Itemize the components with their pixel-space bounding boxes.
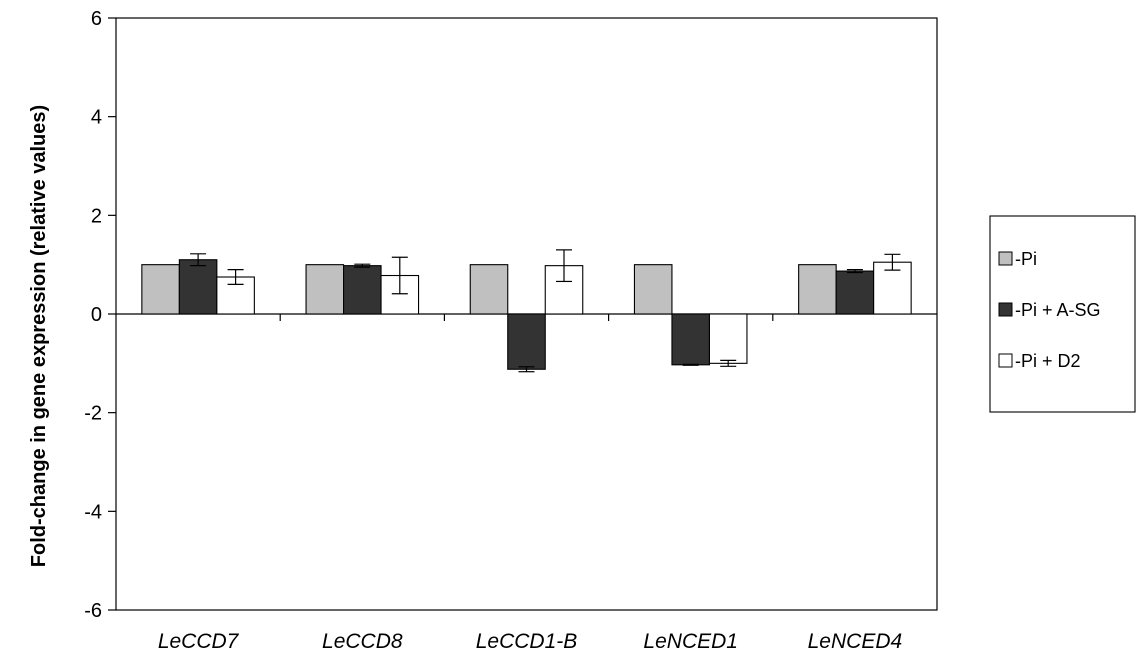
- legend-swatch: [998, 251, 1013, 266]
- y-tick-label: -2: [84, 403, 102, 425]
- bar: [633, 264, 673, 315]
- y-tick-label: 6: [91, 8, 102, 30]
- bar: [873, 261, 912, 315]
- y-tick-label: 4: [91, 107, 102, 129]
- x-category-label: LeNCED4: [808, 630, 903, 653]
- y-tick-label: 2: [91, 205, 102, 227]
- legend: -Pi -Pi + A-SG -Pi + D2: [989, 215, 1136, 413]
- legend-label: -Pi + A-SG: [1015, 300, 1101, 320]
- legend-label: -Pi + D2: [1015, 351, 1081, 371]
- legend-swatch: [998, 353, 1013, 368]
- bar: [178, 259, 218, 315]
- x-category-label: LeCCD8: [322, 630, 403, 653]
- bar: [835, 270, 875, 315]
- y-tick-label: -4: [84, 501, 102, 523]
- bar: [671, 313, 711, 366]
- legend-box: [989, 215, 1136, 413]
- y-axis-label: Fold-change in gene expression (relative…: [28, 105, 50, 567]
- y-tick-label: 0: [91, 304, 102, 326]
- x-category-label: LeCCD7: [158, 630, 240, 653]
- bar: [507, 313, 546, 370]
- plot-area: 6 4 2 0 -2 -4 -6 LeCCD7 LeCCD8 LeCCD1-B LeNCED1 LeN…: [84, 8, 938, 653]
- bar: [342, 265, 382, 315]
- bar: [708, 313, 748, 364]
- bar: [141, 264, 180, 315]
- y-tick-label: -6: [84, 600, 102, 622]
- bar: [798, 264, 837, 315]
- bar: [469, 264, 509, 315]
- legend-swatch: [998, 302, 1013, 317]
- x-category-label: LeCCD1-B: [476, 630, 578, 653]
- legend-label: -Pi: [1015, 249, 1037, 269]
- bar: [305, 264, 345, 315]
- x-category-label: LeNCED1: [643, 630, 738, 653]
